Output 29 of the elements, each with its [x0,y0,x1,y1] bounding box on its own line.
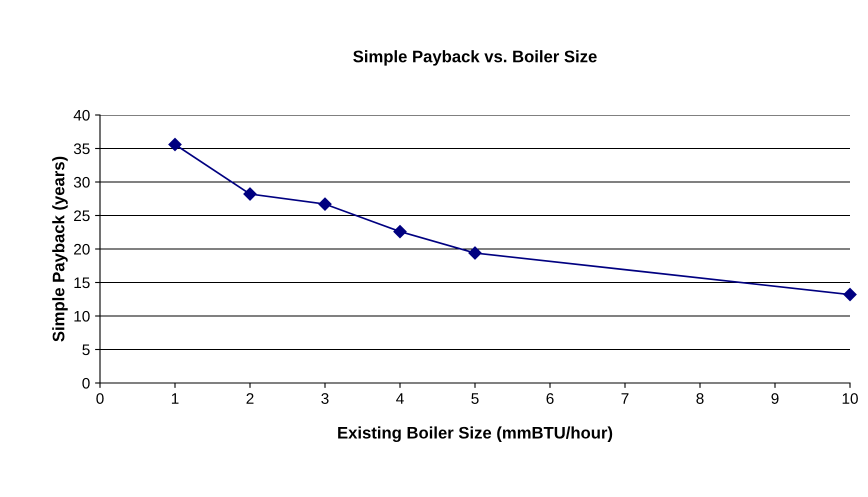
x-tick-label: 3 [321,393,329,404]
y-tick-label: 30 [74,176,90,188]
x-tick-label: 2 [246,393,254,404]
x-tick-label: 4 [396,393,404,404]
x-tick-label: 0 [96,393,104,404]
point [318,198,332,211]
point [168,138,182,152]
x-axis-title: Existing Boiler Size (mmBTU/hour) [338,426,612,442]
y-axis-title: Simple Payback (years) [52,156,68,342]
y-tick-label: 35 [74,143,90,154]
x-tick-label: 6 [546,393,554,404]
x-tick-label: 5 [471,393,479,404]
y-tick-label: 40 [74,110,90,121]
point [393,224,407,238]
x-tick-label: 1 [172,393,179,404]
x-tick-label: 10 [842,393,858,404]
y-tick-label: 10 [74,310,90,322]
point [843,288,857,302]
y-tick-label: 5 [82,344,90,356]
x-tick-label: 7 [622,393,628,404]
point [243,187,257,201]
y-tick-label: 15 [74,278,90,288]
chart-title: Simple Payback vs. Boiler Size [353,50,597,66]
y-tick-label: 25 [74,210,90,222]
y-tick-label: 20 [74,244,90,255]
x-tick-label: 9 [771,393,779,404]
x-tick-label: 8 [696,393,704,404]
point [468,246,482,260]
y-tick-label: 0 [82,378,90,389]
